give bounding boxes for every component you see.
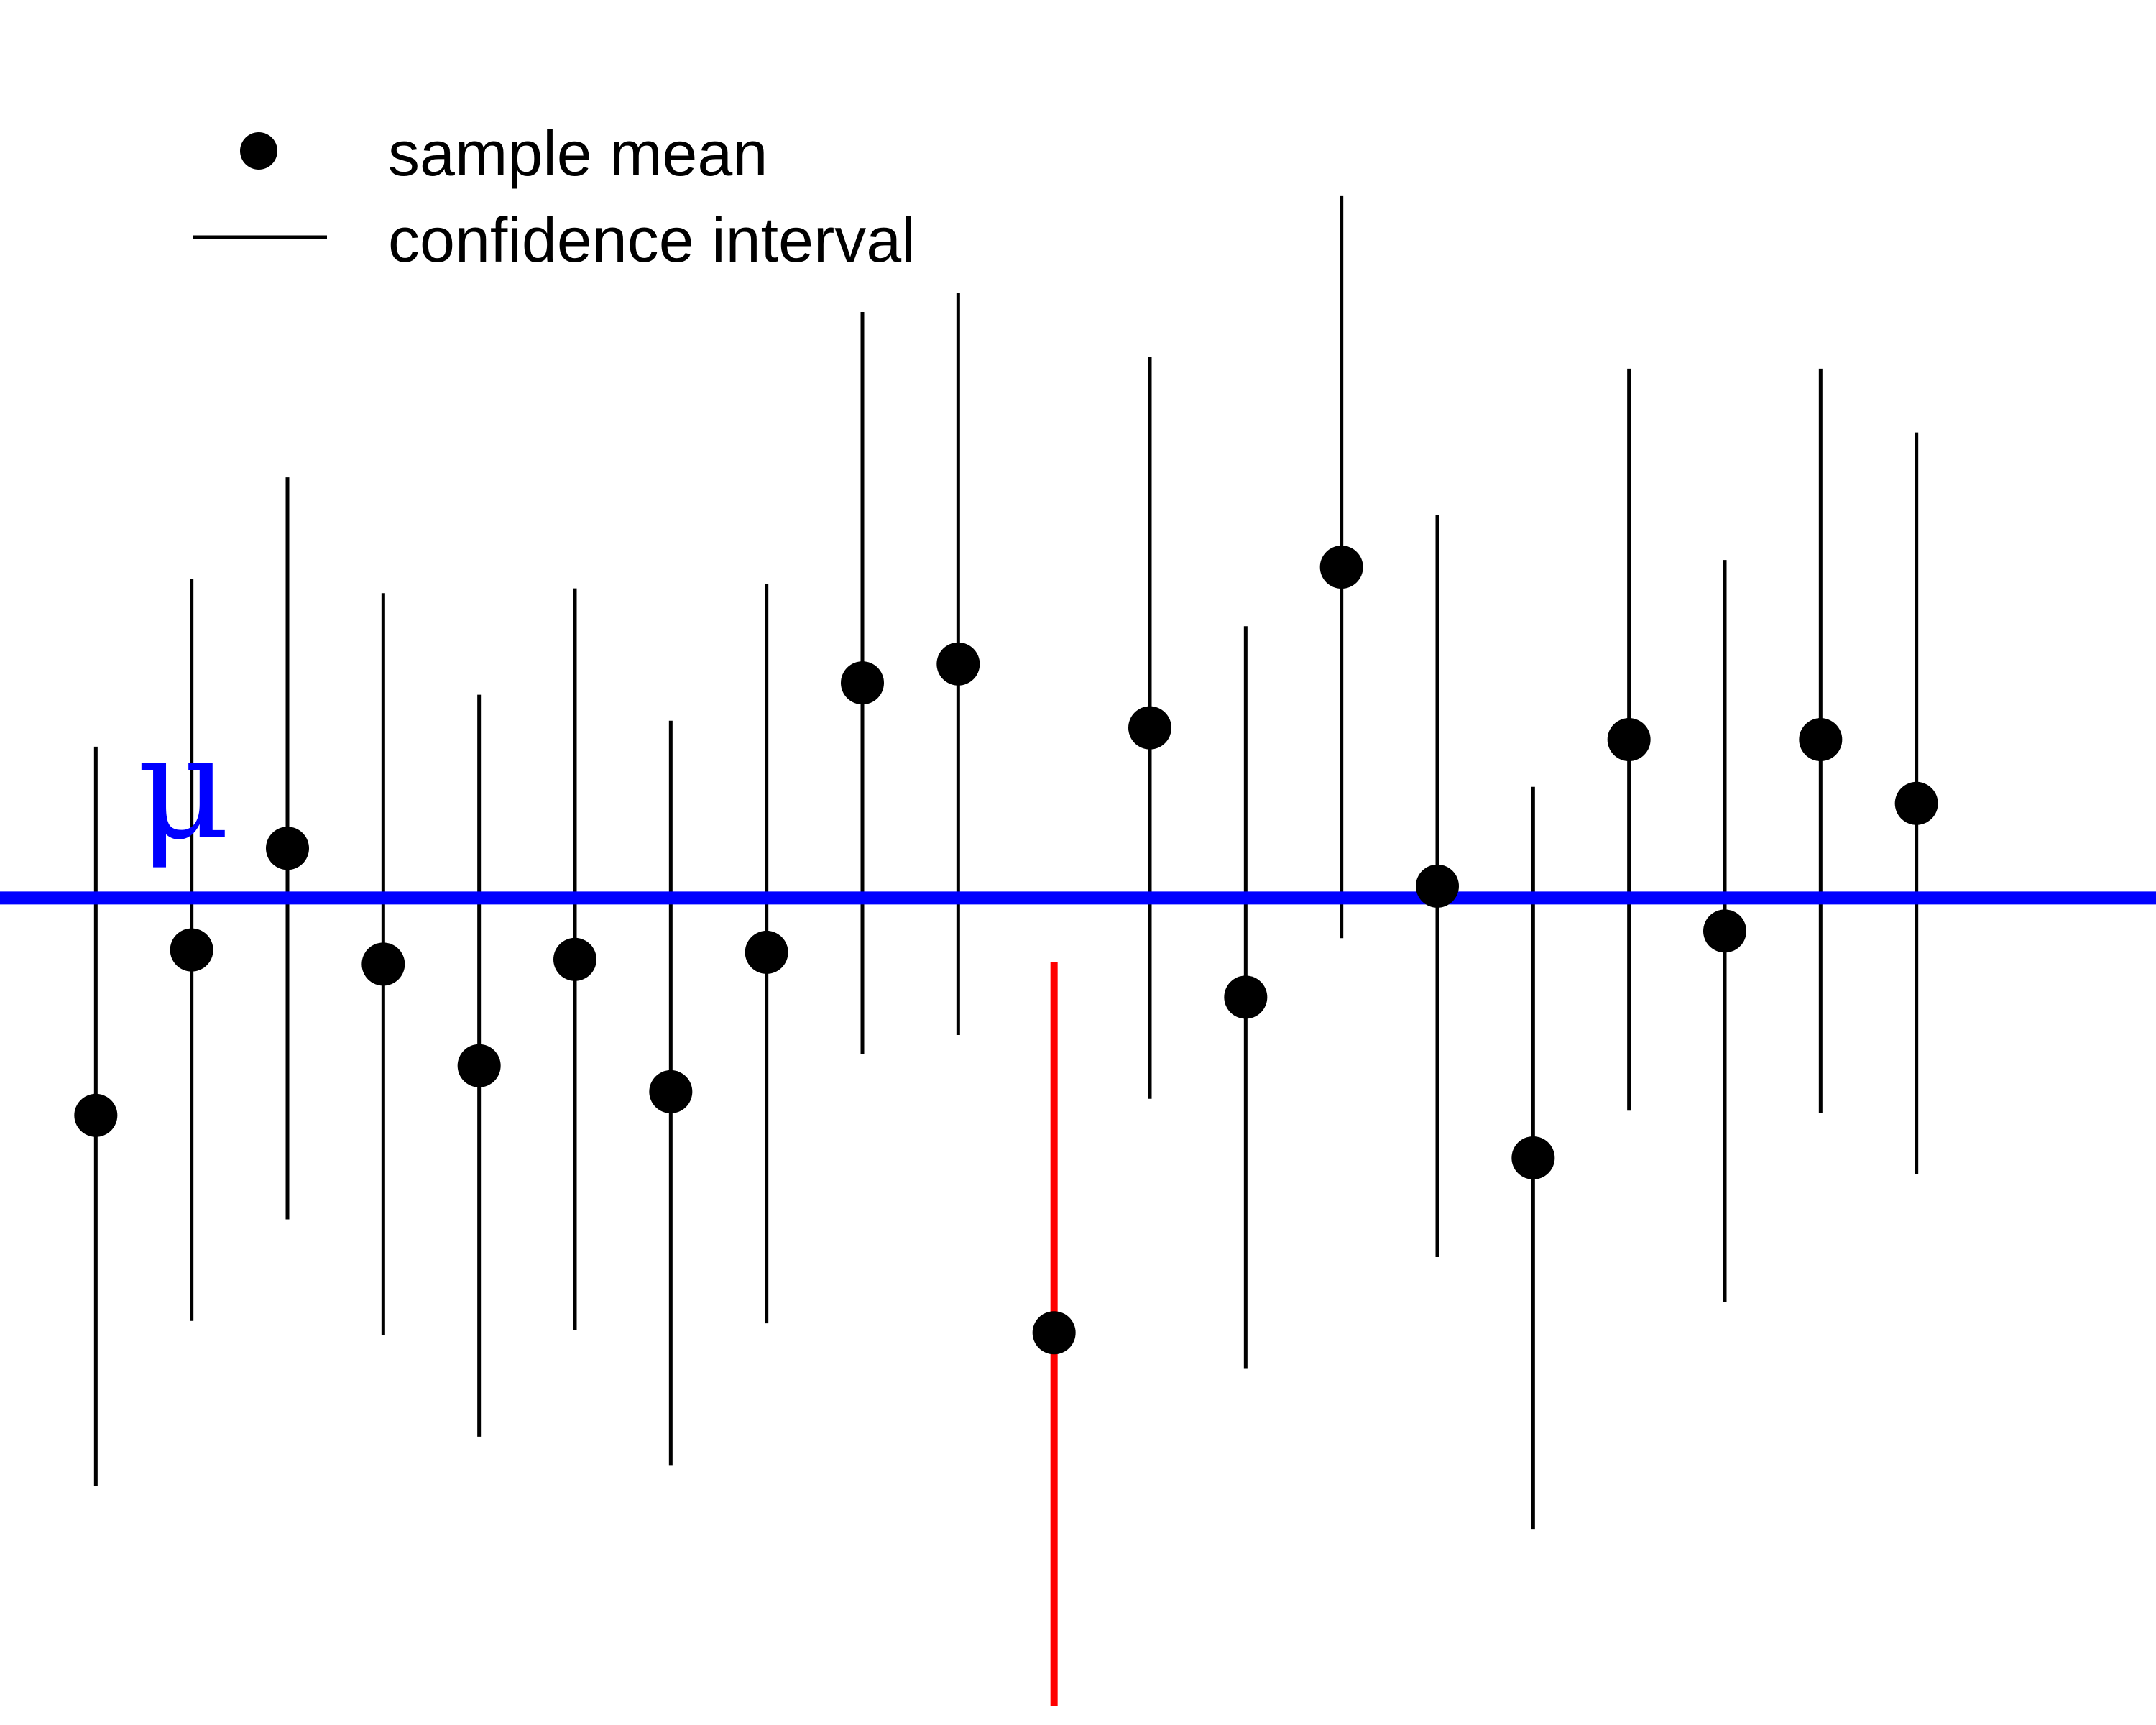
legend-point-marker [240, 132, 277, 170]
mu-label: μ [137, 704, 230, 872]
sample-mean-point-8 [745, 930, 788, 974]
sample-mean-point-12 [1128, 706, 1171, 750]
sample-mean-point-9 [841, 661, 884, 705]
sample-mean-point-3 [266, 827, 309, 870]
sample-mean-point-16 [1511, 1136, 1555, 1179]
sample-mean-point-5 [457, 1044, 501, 1087]
sample-mean-point-19 [1799, 718, 1843, 762]
plot-area: μ [0, 196, 2156, 1706]
sample-mean-point-11 [1032, 1311, 1076, 1355]
sample-mean-point-10 [936, 642, 980, 686]
sample-mean-point-17 [1607, 718, 1651, 762]
sample-mean-point-13 [1224, 975, 1268, 1019]
sample-mean-point-2 [170, 928, 213, 972]
legend-label-confidence-interval: confidence interval [388, 204, 916, 275]
sample-mean-point-20 [1894, 781, 1938, 825]
sample-mean-point-6 [553, 937, 596, 981]
legend-label-sample-mean: sample mean [388, 118, 768, 189]
sample-mean-point-7 [649, 1070, 693, 1113]
sample-mean-point-15 [1416, 864, 1459, 908]
sample-mean-point-4 [361, 942, 405, 986]
sample-mean-point-18 [1703, 909, 1746, 953]
legend: sample mean confidence interval [193, 118, 916, 275]
sample-mean-point-14 [1319, 546, 1363, 589]
sample-mean-point-1 [74, 1093, 118, 1137]
